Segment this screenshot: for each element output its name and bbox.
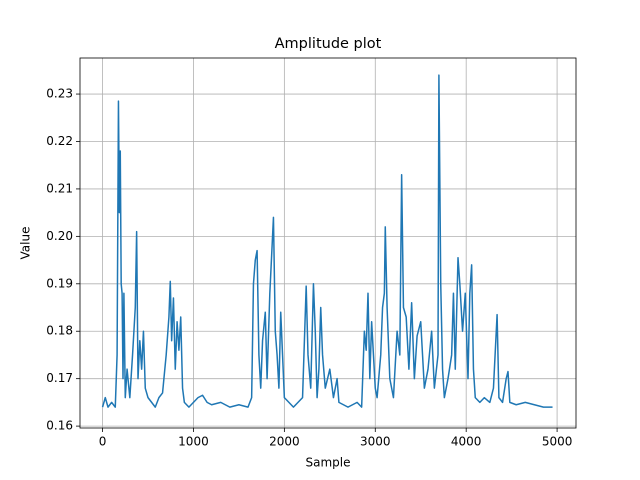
y-tick-label: 0.23 [46,87,73,101]
x-tick-label: 5000 [542,435,573,449]
data-line [101,74,553,408]
y-tick-label: 0.17 [46,371,73,385]
y-tick-label: 0.21 [46,181,73,195]
x-tick-label: 2000 [269,435,300,449]
y-axis-label: Value [19,227,33,260]
y-tick-label: 0.18 [46,324,73,338]
x-tick-label: 3000 [360,435,391,449]
x-axis-label: Sample [306,456,351,470]
y-tick-label: 0.20 [46,229,73,243]
y-tick-label: 0.16 [46,419,73,433]
plot-frame [79,57,577,429]
x-tick-label: 4000 [451,435,482,449]
x-tick-label: 0 [99,435,107,449]
y-tick-label: 0.22 [46,134,73,148]
y-tick-label: 0.19 [46,276,73,290]
chart-title: Amplitude plot [275,36,382,52]
x-tick-label: 1000 [178,435,209,449]
